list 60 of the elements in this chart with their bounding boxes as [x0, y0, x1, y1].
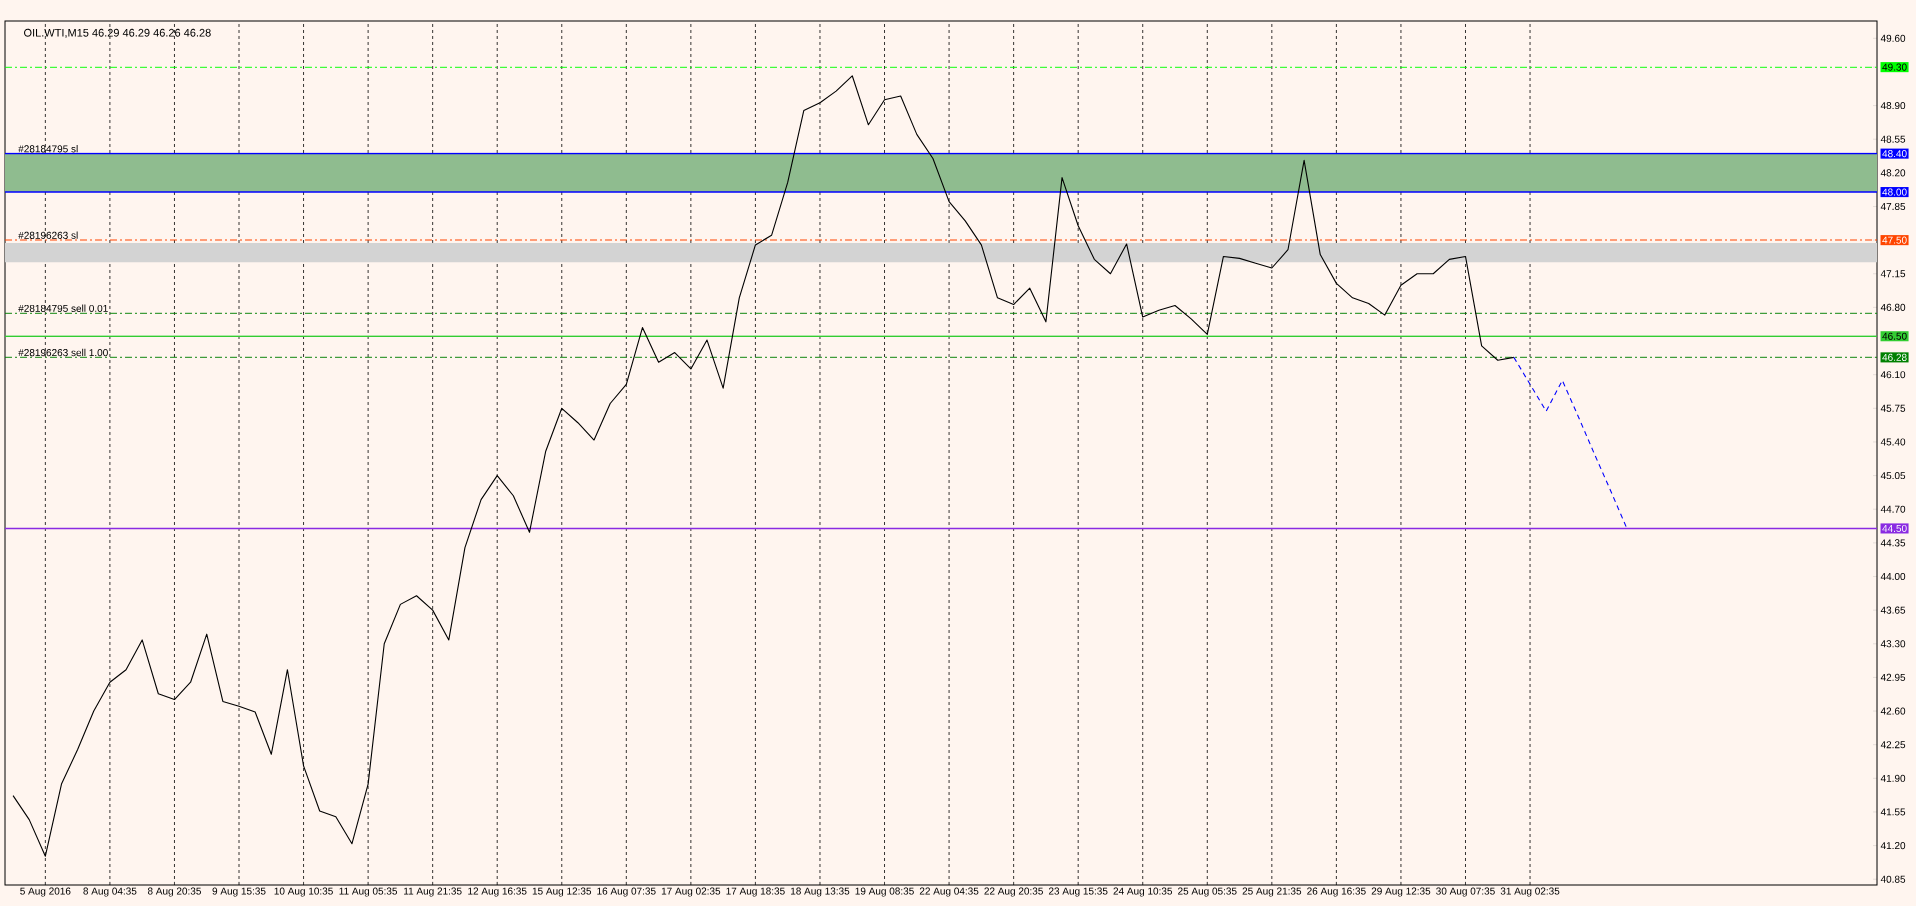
- y-tick-label: 43.30: [1880, 640, 1906, 648]
- x-tick-label: 31 Aug 02:35: [1500, 887, 1560, 897]
- x-tick-label: 5 Aug 2016: [20, 887, 71, 897]
- x-tick-label: 30 Aug 07:35: [1436, 887, 1495, 897]
- line-series: [1513, 356, 1628, 529]
- x-tick-label: 9 Aug 15:35: [212, 887, 266, 897]
- y-tick-label: 41.55: [1880, 808, 1906, 816]
- x-tick-label: 17 Aug 18:35: [726, 887, 785, 897]
- x-tick-label: 19 Aug 08:35: [855, 887, 914, 897]
- y-tick-label: 44.00: [1880, 572, 1906, 581]
- y-tick-label: 44.35: [1880, 539, 1906, 547]
- x-tick-label: 16 Aug 07:35: [597, 887, 656, 897]
- ref-line-label: #28196263 sell 1.00: [18, 348, 108, 357]
- ref-line-label: #28184795 sl: [18, 145, 78, 153]
- y-tick-label: 47.15: [1880, 270, 1906, 278]
- x-tick-label: 11 Aug 05:35: [339, 887, 398, 897]
- y-tick-label: 44.50: [1882, 524, 1907, 532]
- y-tick-label: 41.90: [1880, 774, 1906, 782]
- y-tick-label: 48.40: [1882, 150, 1907, 158]
- ref-line-label: #28184795 sell 0.01: [18, 304, 108, 312]
- x-tick-label: 22 Aug 04:35: [919, 887, 979, 897]
- y-tick-label: 47.85: [1880, 202, 1906, 211]
- y-tick-label: 48.00: [1882, 188, 1907, 196]
- x-tick-label: 26 Aug 16:35: [1307, 887, 1366, 897]
- y-tick-label: 41.20: [1880, 842, 1906, 850]
- y-tick-label: 46.50: [1882, 332, 1907, 340]
- y-tick-label: 40.85: [1880, 875, 1906, 883]
- x-tick-label: 25 Aug 21:35: [1242, 887, 1302, 897]
- x-tick-label: 8 Aug 04:35: [83, 887, 137, 897]
- x-tick-label: 10 Aug 10:35: [274, 887, 333, 897]
- y-tick-label: 43.65: [1880, 606, 1906, 614]
- y-tick-label: 46.10: [1880, 371, 1906, 379]
- y-tick-label: 46.28: [1882, 353, 1907, 361]
- y-tick-label: 42.95: [1880, 673, 1906, 681]
- y-tick-label: 48.90: [1880, 102, 1906, 110]
- x-tick-label: 22 Aug 20:35: [984, 887, 1043, 897]
- y-tick-label: 47.50: [1882, 236, 1907, 244]
- x-tick-label: 12 Aug 16:35: [468, 887, 527, 897]
- x-tick-label: 15 Aug 12:35: [532, 887, 592, 897]
- x-tick-label: 17 Aug 02:35: [661, 887, 721, 897]
- y-tick-label: 48.20: [1880, 169, 1906, 177]
- y-tick-label: 42.25: [1880, 741, 1906, 749]
- y-tick-label: 45.40: [1880, 438, 1906, 446]
- y-tick-label: 49.30: [1882, 63, 1907, 71]
- x-tick-label: 29 Aug 12:35: [1371, 887, 1431, 897]
- x-tick-label: 24 Aug 10:35: [1113, 887, 1173, 897]
- y-tick-label: 45.05: [1880, 472, 1906, 480]
- x-tick-label: 11 Aug 21:35: [404, 887, 462, 897]
- y-tick-label: 48.55: [1880, 135, 1906, 143]
- y-tick-label: 44.70: [1880, 505, 1906, 513]
- x-tick-label: 25 Aug 05:35: [1178, 887, 1237, 897]
- x-tick-label: 18 Aug 13:35: [790, 887, 850, 897]
- y-tick-label: 45.75: [1880, 404, 1906, 412]
- y-tick-label: 42.60: [1880, 707, 1906, 715]
- text: OIL.WTI,M15 46.29 46.29 46.26 46.28: [24, 28, 211, 38]
- y-tick-label: 49.60: [1880, 34, 1906, 42]
- x-tick-label: 8 Aug 20:35: [147, 887, 201, 897]
- y-tick-label: 46.80: [1880, 303, 1906, 311]
- x-tick-label: 23 Aug 15:35: [1048, 887, 1108, 897]
- ref-line-label: #28196263 sl: [18, 231, 78, 239]
